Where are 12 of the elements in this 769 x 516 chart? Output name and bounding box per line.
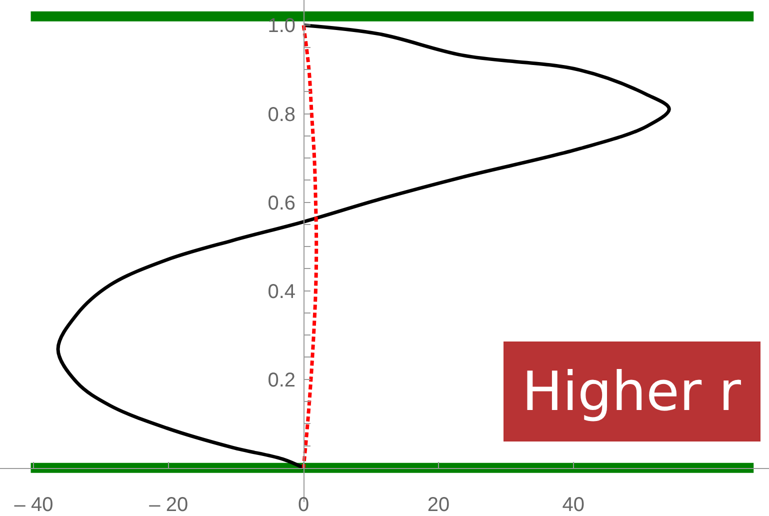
y-tick-label: 1.0 [268, 15, 296, 38]
y-tick-label: 0.6 [268, 192, 296, 214]
x-tick-label: 20 [427, 494, 450, 516]
annotation: Higher r [522, 360, 742, 423]
line-series [302, 23, 318, 470]
y-tick-label: 0.8 [268, 104, 296, 126]
x-tick-label: 0 [298, 494, 310, 516]
x-tick-label: – 20 [149, 494, 188, 516]
x-tick-label: – 40 [14, 494, 54, 516]
y-tick-label: 0.2 [268, 369, 296, 392]
x-tick-label: 40 [562, 494, 585, 516]
y-tick-label: 0.4 [268, 280, 296, 303]
